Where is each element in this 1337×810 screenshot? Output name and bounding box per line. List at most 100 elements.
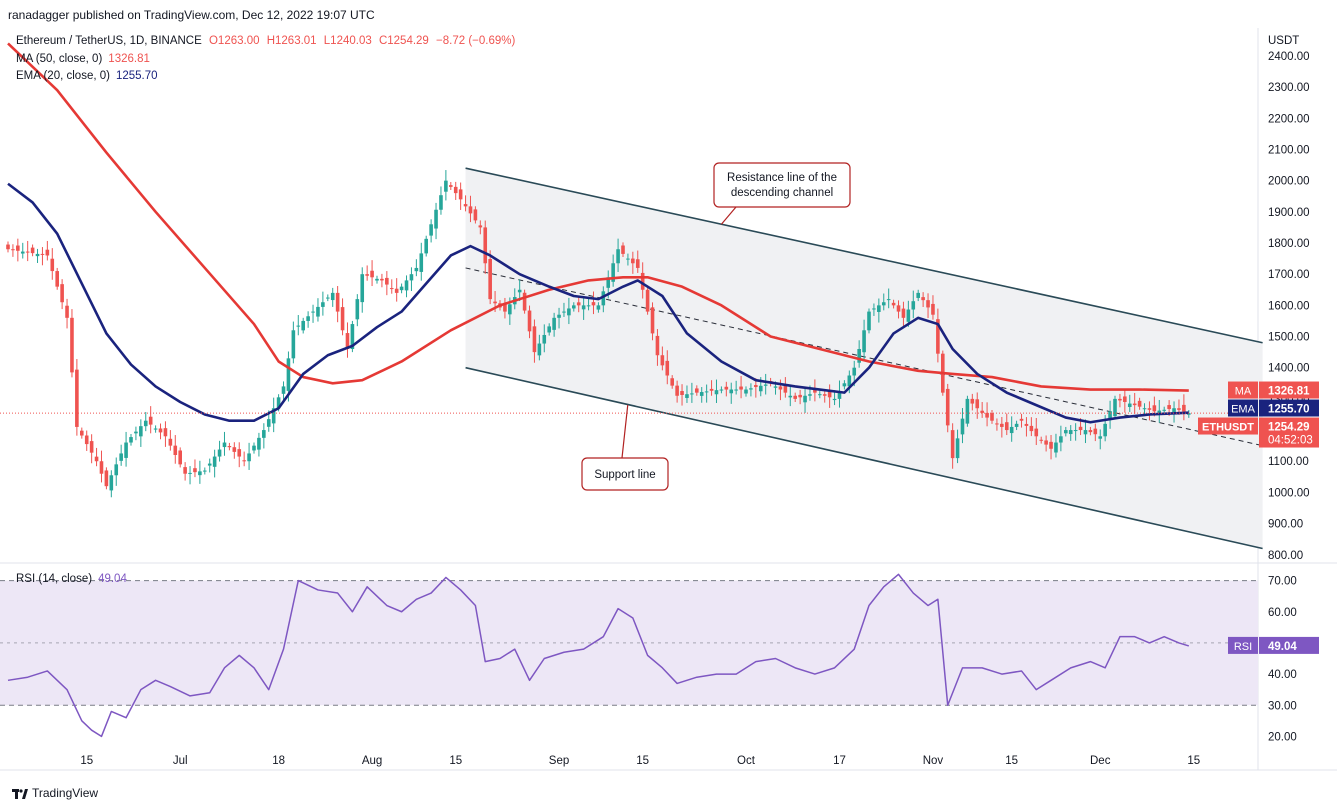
candle <box>424 235 428 257</box>
resistance-callout-line1: Resistance line of the <box>727 172 837 184</box>
candle <box>931 295 935 320</box>
candle <box>222 431 227 456</box>
candle <box>119 444 123 466</box>
candle-body <box>601 291 606 306</box>
candle <box>1113 395 1117 420</box>
candle-body <box>1009 426 1014 434</box>
candle-body <box>881 302 886 306</box>
candle-body <box>1162 409 1166 411</box>
price-tick-label: 2200.00 <box>1268 113 1310 125</box>
candle-body <box>1172 408 1176 413</box>
candle-body <box>478 225 483 228</box>
low-value: L1240.03 <box>323 35 372 47</box>
candle-body <box>1044 440 1048 445</box>
candle <box>1059 425 1063 452</box>
candle <box>576 297 581 313</box>
candle <box>867 308 871 334</box>
candle <box>35 248 40 263</box>
time-tick-label: 18 <box>272 755 285 767</box>
candle <box>335 286 340 323</box>
candle <box>916 289 920 302</box>
time-tick-label: 15 <box>1187 755 1200 767</box>
candle-body <box>763 384 768 386</box>
candle-body <box>581 305 586 310</box>
candle <box>198 460 202 484</box>
candle <box>70 309 74 378</box>
price-tick-label: 2400.00 <box>1268 51 1310 63</box>
candle-body <box>40 253 45 255</box>
candle-body <box>1019 418 1024 421</box>
candle-body <box>453 186 458 194</box>
candle-body <box>626 258 630 260</box>
candle <box>729 382 734 404</box>
last-price-tag <box>1259 417 1319 448</box>
candle <box>1127 394 1132 412</box>
candle <box>1024 417 1029 437</box>
price-tick-label: 2000.00 <box>1268 176 1310 188</box>
candle <box>970 393 975 411</box>
candle <box>84 430 89 451</box>
candle <box>1000 416 1004 438</box>
candle <box>1014 420 1019 431</box>
candle-body <box>424 238 428 254</box>
candle-body <box>389 288 394 290</box>
candle <box>601 286 606 313</box>
candle <box>911 290 916 319</box>
candle <box>901 301 906 329</box>
candle <box>886 288 891 309</box>
rsi-band-fill <box>0 580 1258 706</box>
candle <box>1004 413 1009 436</box>
ema-name-tag <box>1228 399 1258 417</box>
candle-body <box>547 326 551 333</box>
candle <box>793 392 797 402</box>
candle-body <box>586 305 591 307</box>
candle-body <box>163 428 168 437</box>
candle-body <box>306 316 310 321</box>
candle-body <box>695 388 699 393</box>
candle-body <box>345 333 350 349</box>
time-tick-label: Jul <box>173 755 188 767</box>
candle-body <box>330 292 335 301</box>
candle <box>591 291 596 315</box>
candle-body <box>104 470 109 487</box>
candle-body <box>168 438 173 446</box>
candle <box>906 300 911 327</box>
candle-body <box>631 258 635 264</box>
candle <box>212 449 217 478</box>
time-tick-label: 17 <box>833 755 846 767</box>
rsi-value: 49.04 <box>98 573 127 585</box>
candle-body <box>1103 423 1107 437</box>
candle-body <box>158 428 163 433</box>
candle-body <box>1088 430 1093 433</box>
candle <box>596 302 601 313</box>
candle <box>404 275 409 298</box>
candle <box>640 262 645 299</box>
candle <box>321 291 325 316</box>
candle-body <box>16 245 20 251</box>
candle-body <box>50 258 55 272</box>
candle-body <box>852 367 857 376</box>
candle-body <box>262 430 266 438</box>
candle-body <box>178 450 182 465</box>
candle-body <box>842 383 847 387</box>
candle <box>827 384 832 408</box>
candle <box>6 241 10 253</box>
candle-body <box>1014 423 1019 427</box>
tradingview-logo[interactable]: TradingView <box>12 786 98 800</box>
candle-body <box>788 395 793 398</box>
candle-body <box>517 289 522 293</box>
candle <box>631 251 635 274</box>
support-callout-text: Support line <box>594 469 655 481</box>
candle <box>139 419 143 447</box>
candle-body <box>473 209 478 221</box>
candle <box>522 289 527 314</box>
candle-body <box>877 305 881 312</box>
candle-body <box>360 274 365 303</box>
candle <box>818 391 822 399</box>
candle-body <box>266 419 271 427</box>
candle-body <box>975 399 980 409</box>
candle-body <box>335 292 340 312</box>
candle <box>503 297 507 319</box>
symbol-legend: Ethereum / TetherUS, 1D, BINANCE O1263.0… <box>16 35 519 47</box>
